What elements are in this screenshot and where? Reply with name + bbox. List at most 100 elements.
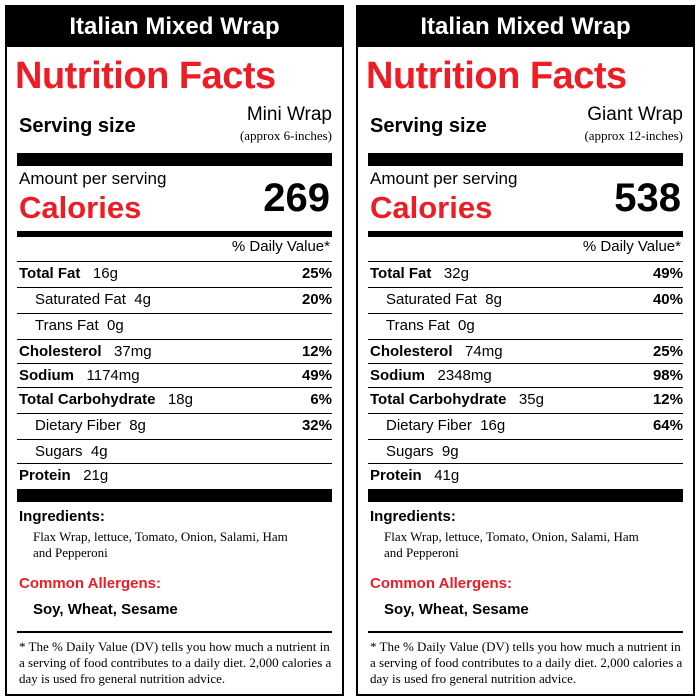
amount-per-serving: Amount per serving	[19, 169, 167, 188]
calories-value: 269	[263, 176, 330, 220]
divider-thick	[368, 153, 683, 166]
ingredients-heading: Ingredients:	[370, 508, 456, 525]
daily-value-footnote: * The % Daily Value (DV) tells you how m…	[19, 639, 332, 686]
daily-value-footnote: * The % Daily Value (DV) tells you how m…	[370, 639, 683, 686]
nutrient-row-dietary-fiber: Dietary Fiber 16g 64%	[368, 413, 683, 439]
nutrient-dv: 12%	[652, 391, 683, 408]
nutrition-label-mini: Italian Mixed Wrap Nutrition Facts Servi…	[5, 5, 344, 696]
nutrition-facts-heading: Nutrition Facts	[15, 55, 276, 97]
nutrient-dv: 12%	[301, 343, 332, 360]
nutrient-amount: 35g	[518, 391, 544, 408]
nutrient-dv: 49%	[652, 265, 683, 282]
nutrient-row-protein: Protein 41g	[368, 463, 683, 489]
nutrient-amount: 8g	[129, 417, 146, 434]
calories-label: Calories	[370, 190, 493, 225]
nutrient-name: Dietary Fiber	[386, 417, 472, 434]
divider-medium	[17, 231, 332, 237]
nutrient-dv: 25%	[652, 343, 683, 360]
divider-thick	[17, 153, 332, 166]
nutrient-name: Total Carbohydrate	[19, 391, 156, 408]
calories-value: 538	[614, 176, 681, 220]
divider-medium	[368, 231, 683, 237]
nutrient-amount: 16g	[480, 417, 506, 434]
nutrient-amount: 2348mg	[437, 367, 492, 384]
product-title: Italian Mixed Wrap	[7, 7, 342, 47]
nutrient-name: Cholesterol	[19, 343, 102, 360]
nutrient-row-trans-fat: Trans Fat 0g	[368, 313, 683, 339]
calories-label: Calories	[19, 190, 142, 225]
nutrient-dv: 64%	[652, 417, 683, 434]
nutrient-name: Sugars	[35, 443, 83, 460]
nutrient-amount: 0g	[106, 317, 124, 334]
amount-per-serving: Amount per serving	[370, 169, 518, 188]
nutrient-row-saturated-fat: Saturated Fat 8g 40%	[368, 287, 683, 313]
nutrition-facts-heading: Nutrition Facts	[366, 55, 627, 97]
nutrient-name: Trans Fat	[35, 317, 99, 334]
ingredients-heading: Ingredients:	[19, 508, 105, 525]
nutrient-row-cholesterol: Cholesterol 74mg 25%	[368, 339, 683, 365]
nutrient-name: Total Fat	[19, 265, 81, 282]
nutrient-amount: 41g	[434, 467, 460, 484]
daily-value-header: % Daily Value*	[582, 238, 681, 255]
nutrient-row-sugars: Sugars 4g	[17, 439, 332, 465]
ingredients-text: Flax Wrap, lettuce, Tomato, Onion, Salam…	[384, 529, 639, 560]
nutrient-row-sodium: Sodium 2348mg 98%	[368, 363, 683, 389]
nutrient-row-total-carbohydrate: Total Carbohydrate 35g 12%	[368, 387, 683, 413]
nutrient-row-dietary-fiber: Dietary Fiber 8g 32%	[17, 413, 332, 439]
serving-size-note: (approx 12-inches)	[584, 128, 683, 143]
nutrient-amount: 9g	[441, 443, 459, 460]
nutrient-name: Sugars	[386, 443, 434, 460]
nutrient-dv: 20%	[301, 291, 332, 308]
nutrient-row-sodium: Sodium 1174mg 49%	[17, 363, 332, 389]
nutrient-name: Saturated Fat	[386, 291, 477, 308]
nutrient-amount: 8g	[485, 291, 502, 308]
nutrient-amount: 1174mg	[86, 367, 140, 384]
nutrient-amount: 4g	[134, 291, 151, 308]
nutrient-dv: 40%	[652, 291, 683, 308]
nutrient-row-protein: Protein 21g	[17, 463, 332, 489]
nutrition-label-giant: Italian Mixed Wrap Nutrition Facts Servi…	[356, 5, 695, 696]
nutrient-row-cholesterol: Cholesterol 37mg 12%	[17, 339, 332, 365]
nutrient-amount: 74mg	[465, 343, 503, 360]
nutrient-name: Saturated Fat	[35, 291, 126, 308]
nutrient-name: Trans Fat	[386, 317, 450, 334]
nutrient-amount: 32g	[443, 265, 469, 282]
nutrient-amount: 4g	[90, 443, 108, 460]
nutrient-dv: 98%	[652, 367, 683, 384]
serving-size-note: (approx 6-inches)	[239, 128, 332, 143]
nutrient-name: Total Fat	[370, 265, 432, 282]
nutrient-name: Total Carbohydrate	[370, 391, 507, 408]
nutrient-dv: 6%	[310, 391, 332, 408]
serving-size-label: Serving size	[19, 115, 136, 137]
nutrient-name: Sodium	[370, 367, 425, 384]
nutrient-amount: 16g	[92, 265, 118, 282]
allergens-text: Soy, Wheat, Sesame	[384, 601, 529, 618]
nutrient-dv: 25%	[301, 265, 332, 282]
ingredients-text: Flax Wrap, lettuce, Tomato, Onion, Salam…	[33, 529, 288, 560]
serving-size-name: Mini Wrap	[246, 104, 332, 125]
divider-thick	[368, 489, 683, 502]
nutrient-amount: 18g	[167, 391, 193, 408]
nutrient-name: Protein	[370, 467, 422, 484]
product-title: Italian Mixed Wrap	[358, 7, 693, 47]
nutrient-amount: 37mg	[114, 343, 152, 360]
nutrient-row-total-carbohydrate: Total Carbohydrate 18g 6%	[17, 387, 332, 413]
footnote-divider	[368, 631, 683, 633]
allergens-text: Soy, Wheat, Sesame	[33, 601, 178, 618]
nutrient-name: Sodium	[19, 367, 74, 384]
nutrient-row-total-fat: Total Fat 16g 25%	[17, 261, 332, 287]
nutrient-row-trans-fat: Trans Fat 0g	[17, 313, 332, 339]
nutrient-dv: 49%	[301, 367, 332, 384]
nutrient-name: Protein	[19, 467, 71, 484]
serving-size-label: Serving size	[370, 115, 487, 137]
nutrient-row-sugars: Sugars 9g	[368, 439, 683, 465]
nutrient-name: Cholesterol	[370, 343, 453, 360]
daily-value-header: % Daily Value*	[231, 238, 330, 255]
nutrient-name: Dietary Fiber	[35, 417, 121, 434]
footnote-divider	[17, 631, 332, 633]
serving-size-name: Giant Wrap	[587, 104, 683, 125]
allergens-heading: Common Allergens:	[370, 575, 512, 592]
nutrient-row-total-fat: Total Fat 32g 49%	[368, 261, 683, 287]
nutrient-amount: 0g	[457, 317, 475, 334]
nutrient-row-saturated-fat: Saturated Fat 4g 20%	[17, 287, 332, 313]
